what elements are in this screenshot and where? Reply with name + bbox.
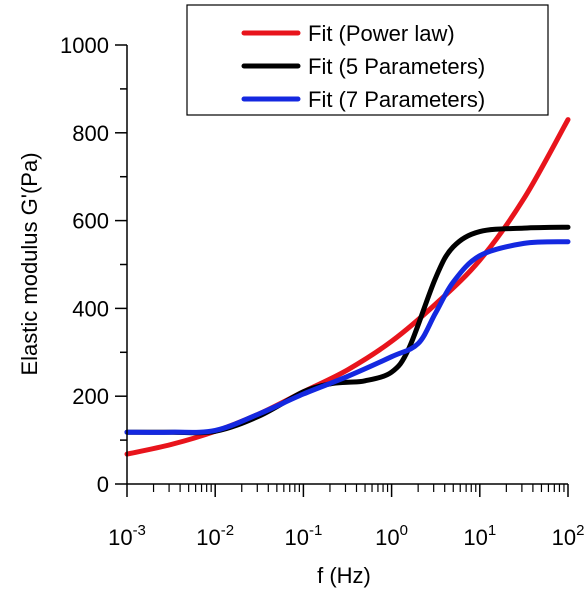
x-tick-label: 10-3 <box>108 522 146 550</box>
legend-label-1: Fit (Power law) <box>308 21 455 46</box>
x-axis-label: f (Hz) <box>317 563 371 588</box>
x-tick-label: 101 <box>463 522 496 550</box>
series-line-2 <box>124 224 571 436</box>
legend: Fit (Power law) Fit (5 Parameters) Fit (7 … <box>186 4 549 116</box>
series-line-1 <box>124 117 571 457</box>
y-tick-label: 1000 <box>60 33 109 58</box>
y-tick-label: 800 <box>72 121 109 146</box>
y-tick-label: 200 <box>72 384 109 409</box>
y-tick-label: 400 <box>72 296 109 321</box>
x-tick-label: 102 <box>552 522 585 550</box>
y-axis-label: Elastic modulus G'(Pa) <box>17 152 42 375</box>
y-ticks: 0 200 400 600 800 1000 <box>60 33 127 497</box>
y-tick-label: 0 <box>97 472 109 497</box>
x-ticks: 10-3 10-2 10-1 100 101 102 <box>108 484 584 550</box>
x-tick-label: 10-2 <box>196 522 234 550</box>
legend-label-2: Fit (5 Parameters) <box>308 54 485 79</box>
x-tick-label: 10-1 <box>284 522 322 550</box>
y-tick-label: 600 <box>72 209 109 234</box>
legend-label-3: Fit (7 Parameters) <box>308 87 485 112</box>
plot-lines <box>124 117 571 457</box>
series-line-3 <box>124 239 571 435</box>
x-tick-label: 100 <box>375 522 408 550</box>
